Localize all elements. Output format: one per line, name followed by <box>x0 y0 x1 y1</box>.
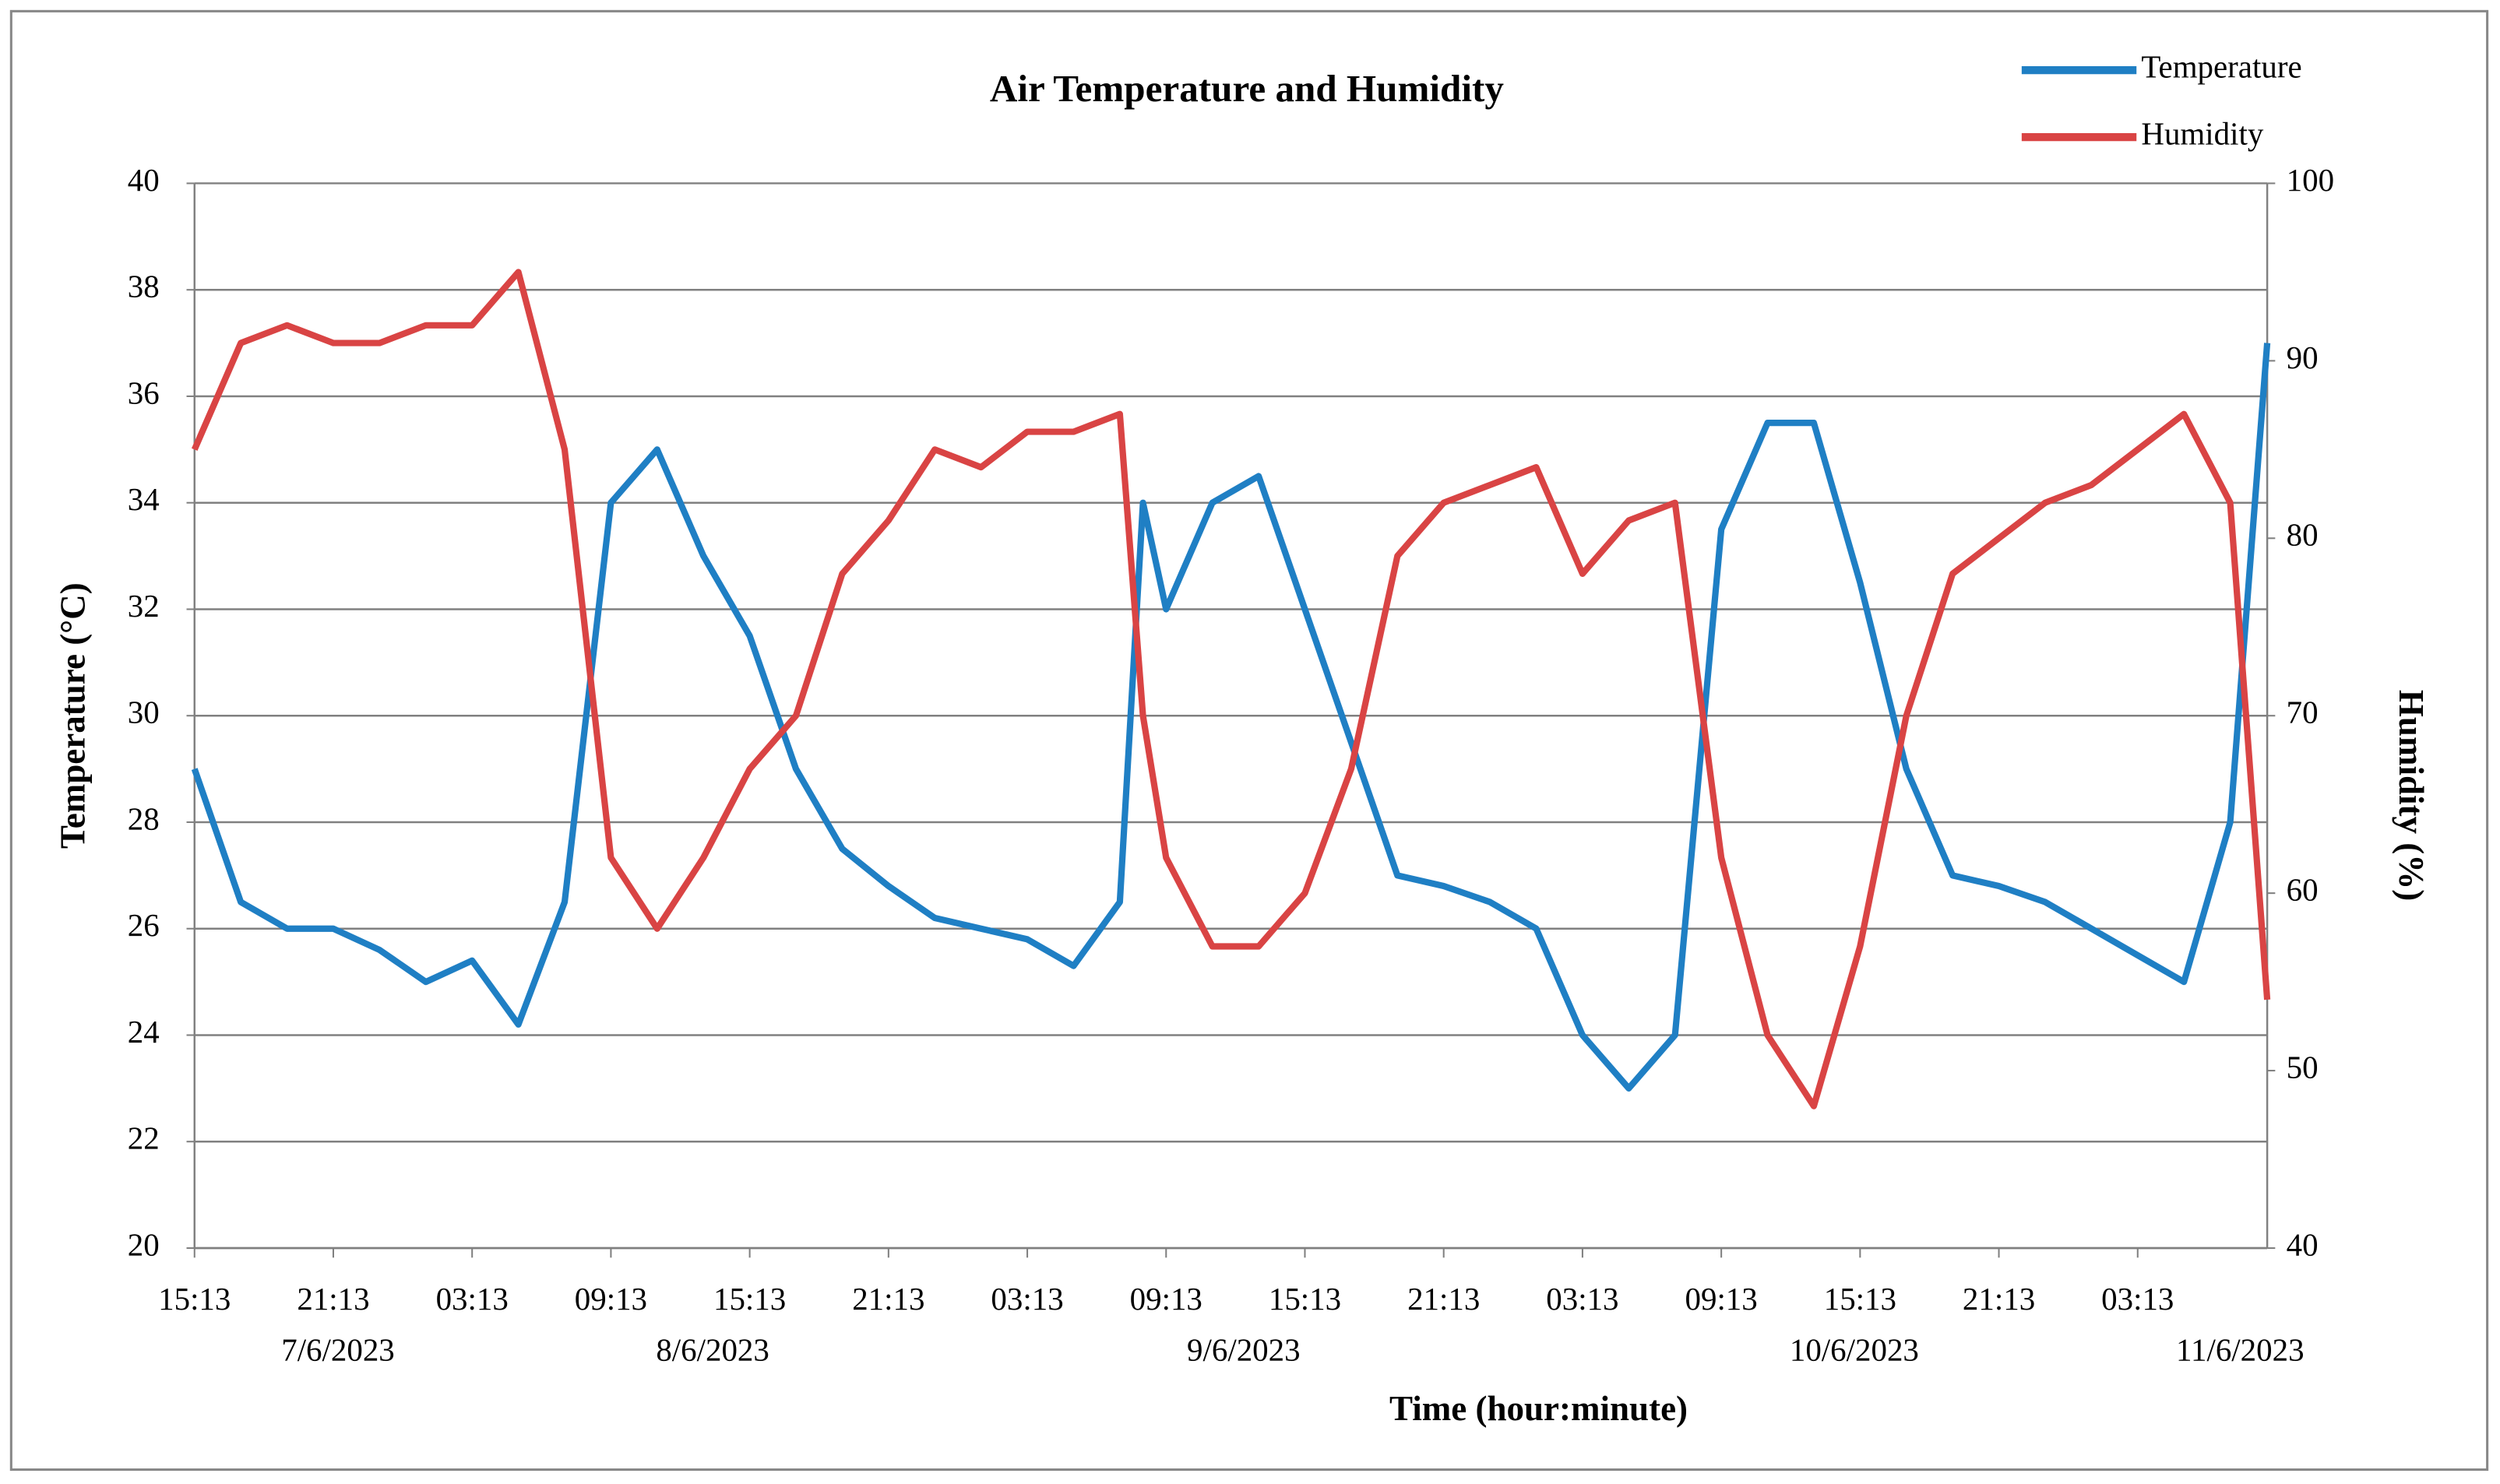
x-tick-label: 03:13 <box>991 1282 1063 1317</box>
date-label: 7/6/2023 <box>281 1332 395 1367</box>
y-tick-label: 34 <box>128 482 160 517</box>
x-tick-label: 21:13 <box>297 1282 369 1317</box>
x-tick-label: 15:13 <box>158 1282 231 1317</box>
y-tick-label: 28 <box>128 801 160 836</box>
y2-axis-title: Humidity (%) <box>2392 690 2431 901</box>
y-tick-label: 26 <box>128 908 160 943</box>
date-label: 8/6/2023 <box>656 1332 769 1367</box>
x-tick-label: 21:13 <box>852 1282 924 1317</box>
x-tick-label: 03:13 <box>1546 1282 1618 1317</box>
y-tick-label: 32 <box>128 589 160 624</box>
x-tick-label: 09:13 <box>575 1282 647 1317</box>
y-tick-label: 24 <box>128 1015 160 1050</box>
date-label: 10/6/2023 <box>1790 1332 1919 1367</box>
y-tick-label: 22 <box>128 1121 160 1156</box>
y-tick-label: 36 <box>128 375 160 410</box>
y-tick-label: 40 <box>128 163 160 198</box>
y2-tick-label: 60 <box>2287 873 2319 908</box>
y2-tick-label: 40 <box>2287 1227 2319 1262</box>
y2-tick-label: 90 <box>2287 340 2319 375</box>
x-tick-label: 15:13 <box>713 1282 786 1317</box>
line-series <box>192 269 2271 1109</box>
x-tick-label: 15:13 <box>1269 1282 1341 1317</box>
x-tick-label: 21:13 <box>1407 1282 1480 1317</box>
y2-tick-label: 70 <box>2287 695 2319 730</box>
y-tick-label: 30 <box>128 695 160 730</box>
x-axis-title: Time (hour:minute) <box>1389 1389 1688 1428</box>
x-tick-label: 09:13 <box>1685 1282 1758 1317</box>
x-tick-label: 21:13 <box>1963 1282 2035 1317</box>
legend-label: Humidity <box>2141 116 2263 151</box>
line-series <box>191 343 2271 1092</box>
y2-tick-label: 100 <box>2287 163 2334 198</box>
x-tick-label: 03:13 <box>436 1282 509 1317</box>
chart-title: Air Temperature and Humidity <box>990 67 1505 110</box>
x-tick-label: 09:13 <box>1130 1282 1202 1317</box>
x-tick-label: 15:13 <box>1824 1282 1896 1317</box>
chart-border <box>9 9 2489 1472</box>
legend-label: Temperature <box>2141 49 2301 84</box>
x-tick-label: 03:13 <box>2101 1282 2174 1317</box>
y-tick-label: 38 <box>128 269 160 304</box>
y-axis-title: Temperature (°C) <box>54 582 93 849</box>
y2-tick-label: 50 <box>2287 1050 2319 1085</box>
date-label: 11/6/2023 <box>2176 1332 2305 1367</box>
y-tick-label: 20 <box>128 1227 160 1262</box>
date-label: 9/6/2023 <box>1187 1332 1301 1367</box>
y2-tick-label: 80 <box>2287 518 2319 553</box>
